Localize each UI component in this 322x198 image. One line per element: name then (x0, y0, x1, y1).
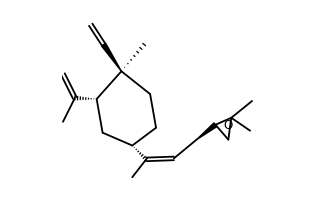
Text: O: O (224, 119, 233, 132)
Polygon shape (101, 43, 121, 71)
Polygon shape (197, 123, 217, 140)
